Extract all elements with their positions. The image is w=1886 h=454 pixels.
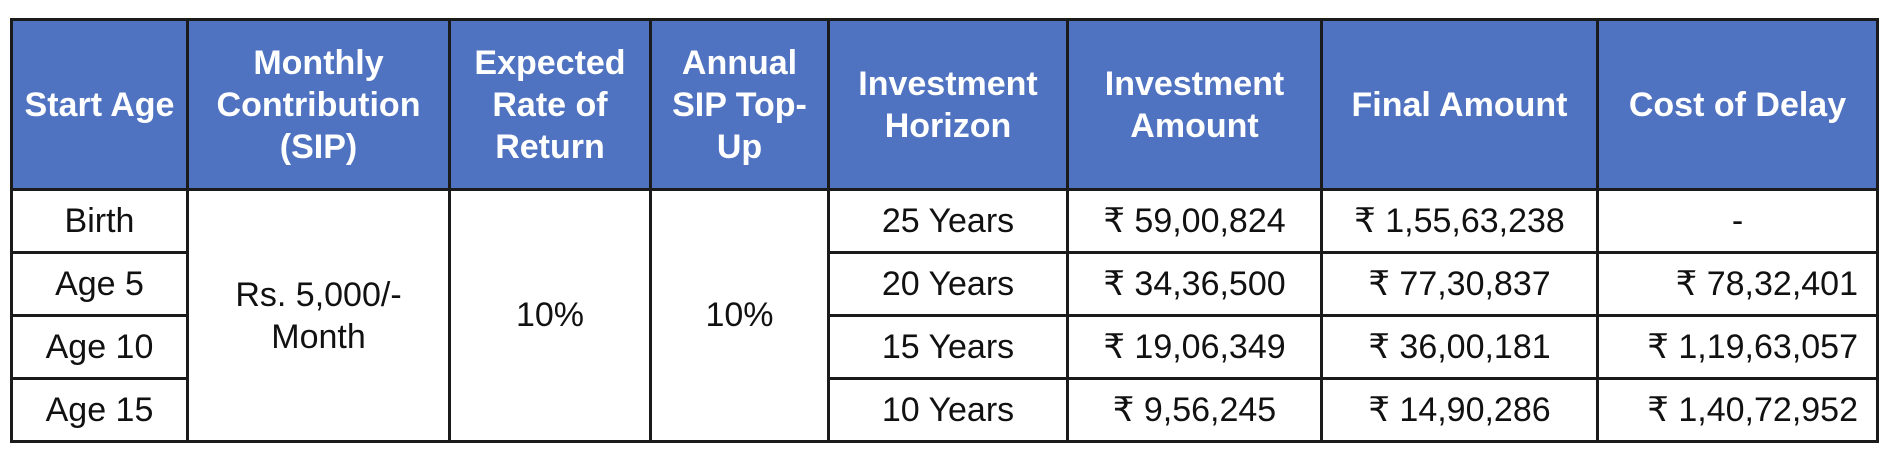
header-cost-of-delay: Cost of Delay [1596, 18, 1879, 191]
cost-of-delay-cell: ₹ 1,40,72,952 [1596, 377, 1879, 443]
investment-amount-cell: ₹ 34,36,500 [1066, 251, 1323, 317]
sip-delay-table-container: Start Age Monthly Contribution (SIP) Exp… [10, 18, 1879, 443]
start-age-cell: Age 5 [10, 251, 189, 317]
horizon-cell: 25 Years [827, 188, 1069, 254]
investment-amount-cell: ₹ 19,06,349 [1066, 314, 1323, 380]
cost-of-delay-cell: ₹ 1,19,63,057 [1596, 314, 1879, 380]
investment-amount-cell: ₹ 9,56,245 [1066, 377, 1323, 443]
table-row: Birth Rs. 5,000/- Month 10% 10% 25 Years… [10, 188, 1879, 443]
table-row: Age 15 10 Years ₹ 9,56,245 ₹ 14,90,286 ₹… [10, 377, 1879, 443]
header-annual-topup: Annual SIP Top-Up [649, 18, 830, 191]
horizon-cell: 15 Years [827, 314, 1069, 380]
expected-return-cell: 10% [448, 188, 652, 443]
final-amount-cell: ₹ 77,30,837 [1320, 251, 1599, 317]
cost-of-delay-cell: - [1596, 188, 1879, 254]
monthly-contribution-cell: Rs. 5,000/- Month [186, 188, 451, 443]
header-expected-return: Expected Rate of Return [448, 18, 652, 191]
annual-topup-cell: 10% [649, 188, 830, 443]
start-age-cell: Birth [10, 188, 189, 254]
sip-delay-table: Start Age Monthly Contribution (SIP) Exp… [10, 18, 1879, 443]
table-row: Age 10 15 Years ₹ 19,06,349 ₹ 36,00,181 … [10, 314, 1879, 380]
start-age-cell: Age 15 [10, 377, 189, 443]
header-final-amount: Final Amount [1320, 18, 1599, 191]
header-investment-amount: Investment Amount [1066, 18, 1323, 191]
cost-of-delay-cell: ₹ 78,32,401 [1596, 251, 1879, 317]
table-header-row: Start Age Monthly Contribution (SIP) Exp… [10, 18, 1879, 191]
horizon-cell: 20 Years [827, 251, 1069, 317]
header-investment-horizon: Investment Horizon [827, 18, 1069, 191]
header-monthly-contribution: Monthly Contribution (SIP) [186, 18, 451, 191]
start-age-cell: Age 10 [10, 314, 189, 380]
header-start-age: Start Age [10, 18, 189, 191]
horizon-cell: 10 Years [827, 377, 1069, 443]
final-amount-cell: ₹ 36,00,181 [1320, 314, 1599, 380]
investment-amount-cell: ₹ 59,00,824 [1066, 188, 1323, 254]
final-amount-cell: ₹ 14,90,286 [1320, 377, 1599, 443]
final-amount-cell: ₹ 1,55,63,238 [1320, 188, 1599, 254]
table-row: Age 5 20 Years ₹ 34,36,500 ₹ 77,30,837 ₹… [10, 251, 1879, 317]
